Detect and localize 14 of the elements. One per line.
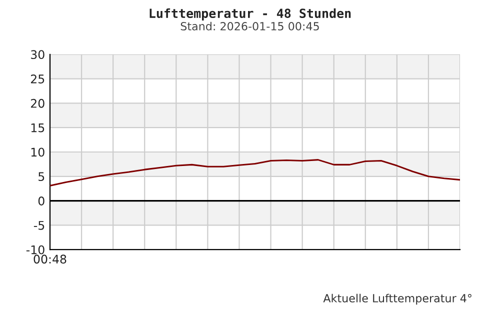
x-tick-label: 00:48 <box>34 254 66 264</box>
y-tick-label: 5 <box>38 172 44 182</box>
text: Aktuelle Lufttemperatur 4° <box>323 294 472 305</box>
chart-subtitle: Stand: 2026-01-15 00:45 <box>180 22 319 30</box>
y-tick-label: -10 <box>26 245 44 254</box>
y-tick-label: 0 <box>38 196 44 206</box>
y-tick-label: 15 <box>31 123 44 132</box>
y-tick-label: 20 <box>30 98 44 108</box>
y-tick-label: 30 <box>31 50 44 60</box>
chart-title: Lufttemperatur - 48 Stunden <box>150 8 351 20</box>
y-tick-label: 10 <box>31 148 44 157</box>
y-tick-label: -5 <box>34 221 44 230</box>
line-series <box>50 159 460 186</box>
y-tick-label: 25 <box>30 74 44 84</box>
